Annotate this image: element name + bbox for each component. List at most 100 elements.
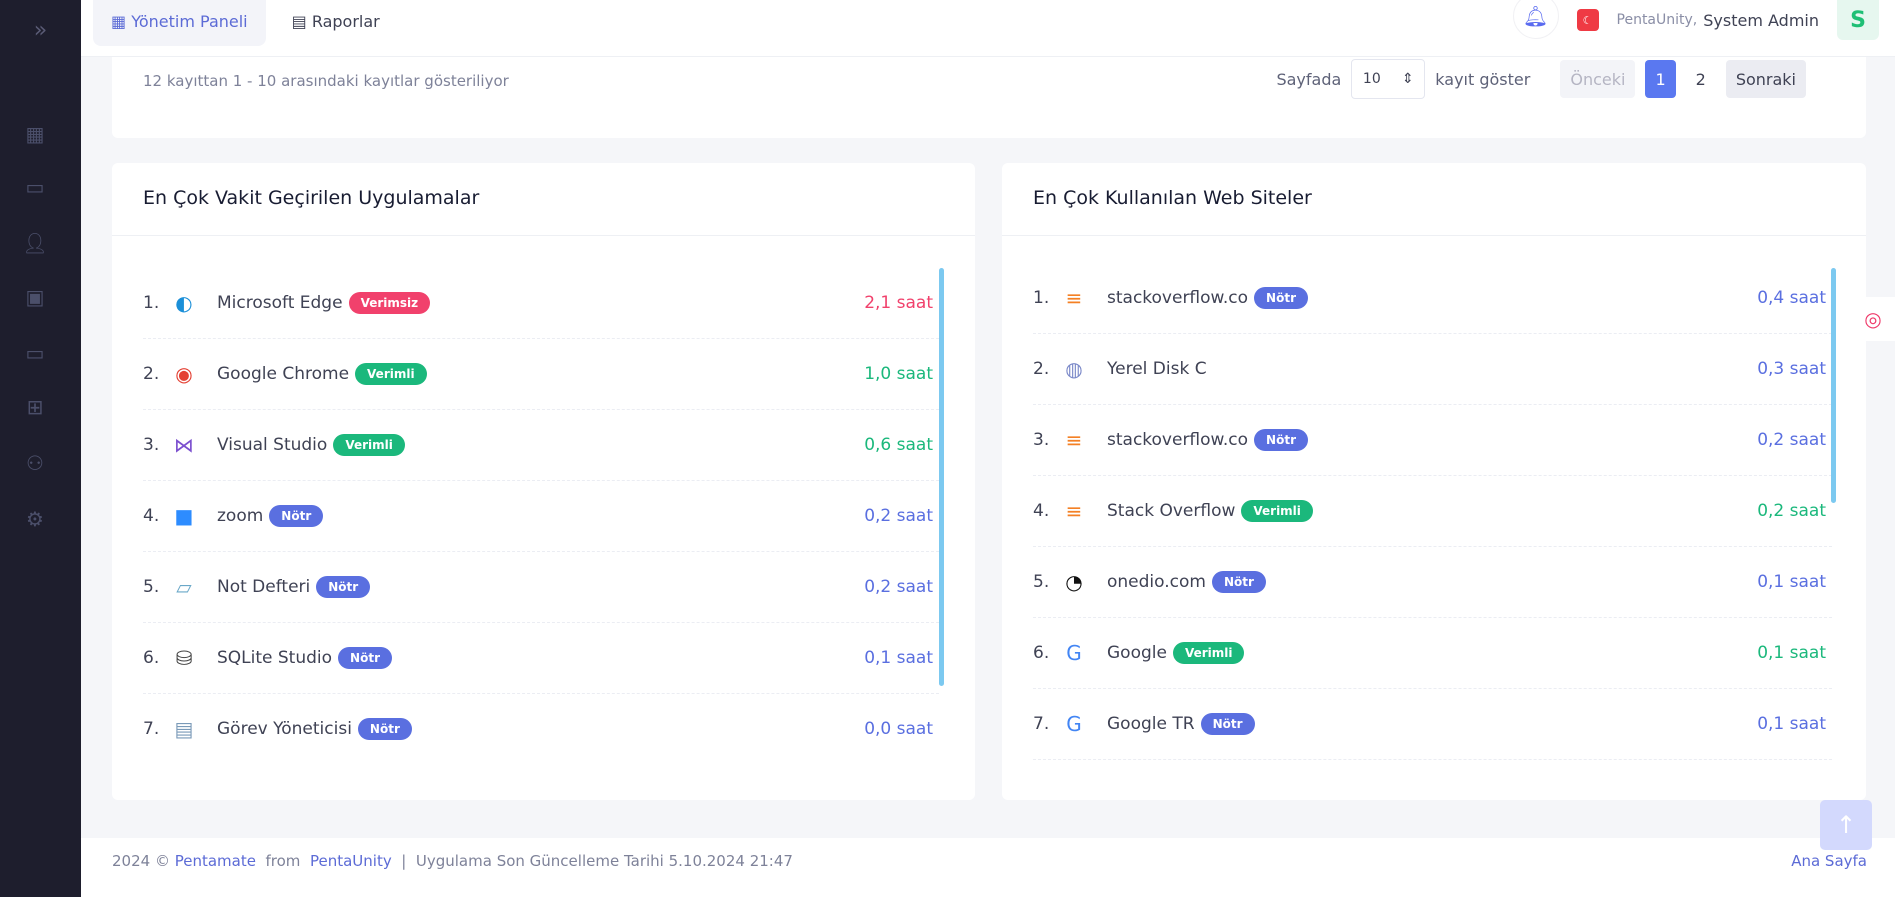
rank: 3.	[1033, 430, 1050, 450]
sites-title: En Çok Kullanılan Web Siteler	[1002, 163, 1866, 236]
item-name: Not Defteri	[217, 577, 311, 597]
page-1-button[interactable]: 1	[1645, 60, 1676, 98]
organization-name: PentaUnity,	[1616, 12, 1698, 28]
duration: 1,0 saat	[864, 364, 933, 384]
item-name: Yerel Disk C	[1107, 359, 1207, 379]
status-badge: Verimli	[355, 363, 427, 385]
list-item[interactable]: 1. ≡ stackoverflow.co Nötr 0,4 saat	[1033, 263, 1832, 334]
scrollbar[interactable]	[1831, 268, 1836, 503]
footer: 2024 © Pentamate from PentaUnity | Uygul…	[81, 838, 1895, 897]
bell-icon[interactable]: 🔔︎	[1512, 0, 1559, 39]
stackoverflow-icon: ≡	[1065, 499, 1083, 523]
google-icon: G	[1066, 641, 1082, 665]
calculator-icon: ▤	[291, 12, 312, 31]
expand-sidebar-icon[interactable]: »	[33, 17, 48, 43]
list-item[interactable]: 2. ◉ Google Chrome Verimli 1,0 saat	[143, 339, 939, 410]
notepad-icon: ▱	[176, 575, 192, 599]
rank: 6.	[143, 648, 160, 668]
user-cog-icon[interactable]: 👤︎	[22, 231, 48, 255]
monitor-icon[interactable]: ▭	[25, 341, 45, 365]
network-icon[interactable]: ⊞	[26, 395, 44, 419]
status-badge: Nötr	[338, 647, 392, 669]
item-name: SQLite Studio	[217, 648, 333, 668]
gear-icon[interactable]: ⚙	[26, 507, 44, 531]
scrollbar[interactable]	[939, 268, 944, 686]
home-link[interactable]: Ana Sayfa	[1791, 852, 1867, 870]
list-item[interactable]: 5. ▱ Not Defteri Nötr 0,2 saat	[143, 552, 939, 623]
duration: 0,2 saat	[864, 506, 933, 526]
rank: 2.	[1033, 359, 1050, 379]
item-name: Google Chrome	[217, 364, 350, 384]
status-badge: Nötr	[1200, 713, 1255, 735]
arrow-up-icon: ↑	[1835, 811, 1857, 839]
status-badge: Verimsiz	[348, 292, 431, 314]
task-manager-icon: ▤	[174, 717, 194, 741]
duration: 0,3 saat	[1757, 359, 1826, 379]
list-item[interactable]: 4. ■ zoom Nötr 0,2 saat	[143, 481, 939, 552]
item-name: Google TR	[1107, 714, 1195, 734]
page-2-button[interactable]: 2	[1695, 69, 1706, 89]
status-badge: Verimli	[333, 434, 405, 456]
pagination-panel: 12 kayıttan 1 - 10 arasındaki kayıtlar g…	[112, 57, 1866, 138]
rank: 6.	[1033, 643, 1050, 663]
item-name: Google	[1107, 643, 1167, 663]
item-name: zoom	[217, 506, 264, 526]
scroll-top-button[interactable]: ↑	[1820, 800, 1872, 850]
rank: 5.	[143, 577, 160, 597]
user-name[interactable]: System Admin	[1703, 10, 1819, 30]
edge-icon: ◐	[175, 291, 193, 315]
status-badge: Nötr	[1211, 571, 1266, 593]
tab-raporlar[interactable]: ▤ Raporlar	[291, 12, 380, 31]
visual-studio-icon: ⋈	[174, 433, 194, 457]
list-item[interactable]: 7. G Google TR Nötr 0,1 saat	[1033, 689, 1832, 760]
help-icon[interactable]: ◎	[1851, 297, 1895, 341]
zoom-icon: ■	[174, 504, 194, 528]
status-badge: Nötr	[1254, 429, 1308, 451]
calendar-icon[interactable]: ▣	[25, 285, 45, 309]
user-location-icon[interactable]: ⚇	[26, 451, 44, 475]
status-badge: Nötr	[1254, 287, 1308, 309]
rank: 7.	[1033, 714, 1050, 734]
grid-icon: ▦	[111, 12, 132, 31]
chrome-icon: ◉	[175, 362, 193, 386]
pentaunity-link[interactable]: PentaUnity	[309, 852, 392, 870]
apps-card: En Çok Vakit Geçirilen Uygulamalar 1. ◐ Mi…	[112, 163, 975, 800]
pentamate-link[interactable]: Pentamate	[174, 852, 256, 870]
duration: 0,1 saat	[1757, 572, 1826, 592]
list-item[interactable]: 6. G Google Verimli 0,1 saat	[1033, 618, 1832, 689]
prev-button[interactable]: Önceki	[1560, 60, 1636, 98]
per-page-select[interactable]: 10 ⇕	[1351, 59, 1426, 99]
rank: 4.	[143, 506, 160, 526]
list-item[interactable]: 5. ◔ onedio.com Nötr 0,1 saat	[1033, 547, 1832, 618]
sidebar: » ▦ ▭ 👤︎ ▣ ▭ ⊞ ⚇ ⚙	[0, 0, 81, 897]
status-badge: Nötr	[316, 576, 371, 598]
list-item[interactable]: 1. ◐ Microsoft Edge Verimsiz 2,1 saat	[143, 268, 939, 339]
per-page-label: Sayfada	[1276, 69, 1342, 89]
status-badge: Nötr	[357, 718, 412, 740]
onedio-icon: ◔	[1065, 570, 1083, 594]
duration: 0,1 saat	[1757, 643, 1826, 663]
turkey-flag-icon[interactable]: ☾	[1576, 9, 1599, 31]
list-item[interactable]: 2. ◍ Yerel Disk C 0,3 saat	[1033, 334, 1832, 405]
next-button[interactable]: Sonraki	[1725, 60, 1806, 98]
per-page-suffix: kayıt göster	[1435, 69, 1531, 89]
tab-yonetim-paneli[interactable]: ▦ Yönetim Paneli	[93, 0, 266, 46]
list-item[interactable]: 3. ⋈ Visual Studio Verimli 0,6 saat	[143, 410, 939, 481]
list-item[interactable]: 3. ≡ stackoverflow.co Nötr 0,2 saat	[1033, 405, 1832, 476]
avatar[interactable]: S	[1837, 0, 1879, 40]
stackoverflow-icon: ≡	[1065, 286, 1083, 310]
list-item[interactable]: 4. ≡ Stack Overflow Verimli 0,2 saat	[1033, 476, 1832, 547]
status-badge: Verimli	[1172, 642, 1245, 664]
list-item[interactable]: 7. ▤ Görev Yöneticisi Nötr 0,0 saat	[143, 694, 939, 764]
duration: 0,1 saat	[1757, 714, 1826, 734]
list-item[interactable]: 8.▶YouTubeVerimsiz0,0 saat	[1033, 760, 1832, 764]
id-card-icon[interactable]: ▭	[25, 175, 45, 199]
rank: 5.	[1033, 572, 1050, 592]
dashboard-icon[interactable]: ▦	[25, 122, 45, 146]
status-badge: Verimli	[1241, 500, 1313, 522]
item-name: stackoverflow.co	[1107, 430, 1249, 450]
google-icon: G	[1066, 712, 1082, 736]
status-badge: Nötr	[269, 505, 324, 527]
list-item[interactable]: 6. ⛁ SQLite Studio Nötr 0,1 saat	[143, 623, 939, 694]
rank: 7.	[143, 719, 160, 739]
